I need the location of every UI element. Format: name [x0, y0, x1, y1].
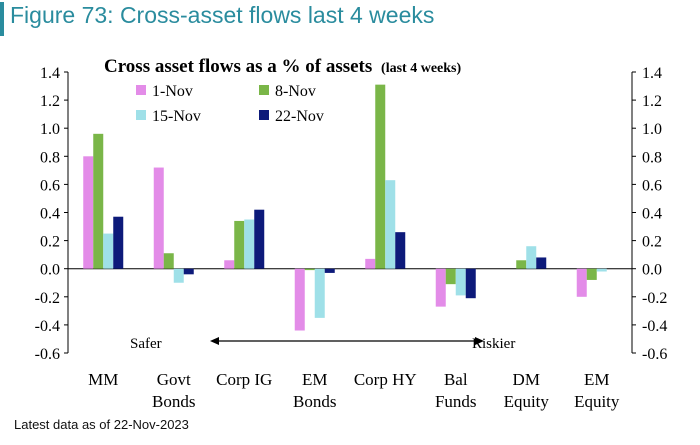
- y-tick-label-left: 0.2: [40, 234, 60, 251]
- bar: [234, 220, 245, 269]
- y-tick-label-left: -0.4: [35, 318, 60, 335]
- x-tick-label: Equity: [504, 392, 550, 411]
- y-tick-label-left: -0.2: [35, 290, 60, 307]
- y-tick-label-right: 1.0: [642, 121, 662, 138]
- bar: [365, 258, 376, 269]
- annotation-arrow-right-head: [475, 337, 484, 345]
- y-tick-label-right: -0.2: [642, 290, 667, 307]
- axes: 1.4 1.4 1.2 1.2 1.0 1.0 0.8 0.8 0.6 0.6 0.4 0.4 0.2 0…: [35, 65, 668, 411]
- bar: [314, 268, 325, 318]
- annotation-safer: Safer: [130, 336, 162, 352]
- bar: [536, 257, 547, 269]
- y-tick-label-left: -0.6: [35, 346, 60, 363]
- y-tick-label-left: 1.2: [40, 93, 60, 110]
- legend-swatch: [259, 110, 269, 120]
- bar: [103, 233, 114, 269]
- bar: [445, 268, 456, 285]
- title-accent-bar: [0, 2, 4, 36]
- y-tick-label-left: 1.4: [40, 65, 60, 82]
- bar: [254, 209, 265, 269]
- bar: [153, 167, 164, 269]
- legend-label: 8-Nov: [275, 83, 316, 100]
- legend-label: 1-Nov: [152, 83, 193, 100]
- bar: [304, 268, 315, 271]
- chart-title-main: Cross asset flows as a % of assets: [104, 56, 372, 77]
- bar: [576, 268, 587, 297]
- x-tick-label: Bal: [444, 370, 468, 389]
- x-tick-label: Govt: [157, 370, 191, 389]
- bar: [324, 268, 335, 273]
- bar: [395, 232, 406, 269]
- bar: [455, 268, 466, 296]
- x-tick-label: Corp HY: [354, 370, 417, 389]
- bar: [526, 246, 537, 269]
- bar: [93, 133, 104, 269]
- y-tick-label-left: 0.6: [40, 177, 60, 194]
- annotation-arrow-left-head: [210, 337, 219, 345]
- bar: [435, 268, 446, 307]
- bar: [465, 268, 476, 299]
- bar: [375, 84, 386, 269]
- legend: 1-Nov 8-Nov 15-Nov 22-Nov: [136, 83, 324, 125]
- x-tick-label: Corp IG: [216, 370, 272, 389]
- y-tick-label-left: 0.8: [40, 149, 60, 166]
- footnote: Latest data as of 22-Nov-2023: [14, 417, 189, 432]
- legend-swatch: [136, 110, 146, 120]
- x-tick-label: MM: [88, 370, 118, 389]
- legend-swatch: [136, 85, 146, 95]
- bar: [83, 156, 94, 269]
- legend-label: 22-Nov: [275, 108, 324, 125]
- y-tick-label-right: 0.0: [642, 262, 662, 279]
- y-tick-label-right: 0.4: [642, 206, 662, 223]
- y-tick-label-right: -0.4: [642, 318, 667, 335]
- chart-title: Cross asset flows as a % of assets (last…: [104, 56, 461, 77]
- x-tick-label: DM: [513, 370, 540, 389]
- x-tick-label: Funds: [435, 392, 477, 411]
- bar: [385, 180, 396, 269]
- y-tick-label-right: -0.6: [642, 346, 667, 363]
- y-tick-label-right: 0.2: [642, 234, 662, 251]
- safer-riskier-annotation: Safer Riskier: [130, 336, 515, 352]
- bar: [163, 253, 174, 269]
- bar: [516, 260, 527, 269]
- x-tick-label: Equity: [574, 392, 620, 411]
- bar: [596, 268, 607, 272]
- bar: [294, 268, 305, 331]
- x-tick-label: Bonds: [293, 392, 336, 411]
- figure-title: Figure 73: Cross-asset flows last 4 week…: [10, 2, 435, 28]
- bar: [244, 219, 255, 269]
- legend-swatch: [259, 85, 269, 95]
- annotation-riskier: Riskier: [472, 336, 515, 352]
- legend-label: 15-Nov: [152, 108, 201, 125]
- bar: [586, 268, 597, 280]
- bars: [83, 84, 607, 331]
- x-tick-label: EM: [302, 370, 328, 389]
- bar: [113, 216, 124, 269]
- y-tick-label-left: 0.4: [40, 206, 60, 223]
- x-tick-label: EM: [584, 370, 610, 389]
- chart-title-suffix: (last 4 weeks): [381, 61, 461, 76]
- bar: [183, 268, 194, 275]
- x-tick-label: Bonds: [152, 392, 195, 411]
- y-tick-label-left: 0.0: [40, 262, 60, 279]
- y-tick-label-left: 1.0: [40, 121, 60, 138]
- y-tick-label-right: 0.8: [642, 149, 662, 166]
- y-tick-label-right: 1.2: [642, 93, 662, 110]
- bar: [173, 268, 184, 283]
- y-tick-label-right: 0.6: [642, 177, 662, 194]
- bar: [224, 260, 235, 269]
- y-tick-label-right: 1.4: [642, 65, 662, 82]
